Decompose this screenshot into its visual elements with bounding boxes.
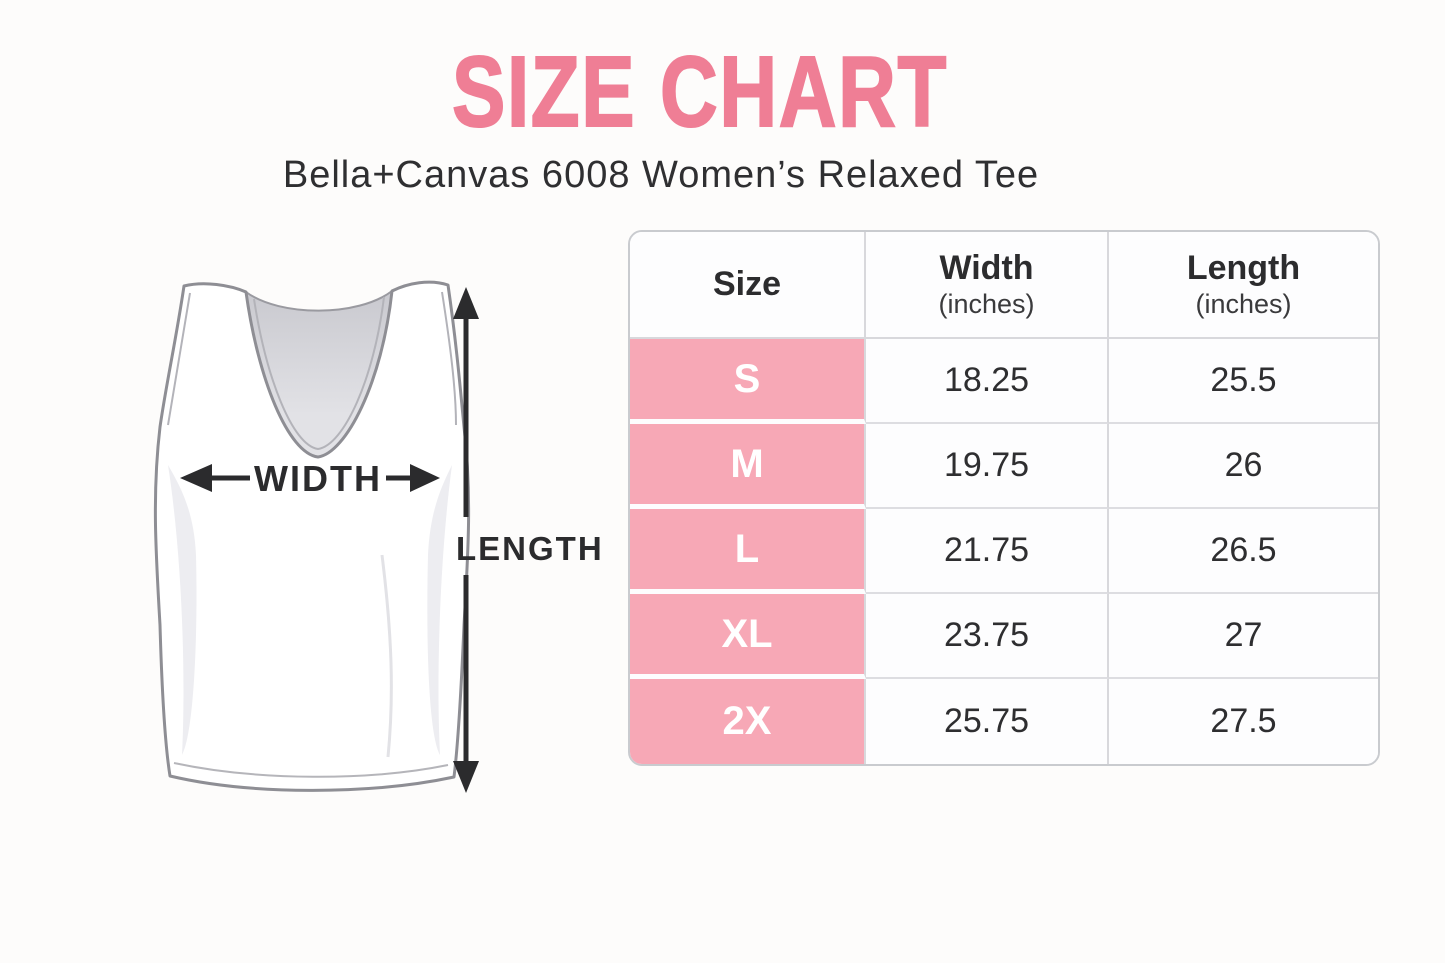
length-measure-label: LENGTH xyxy=(456,530,604,567)
width-cell: 21.75 xyxy=(866,509,1109,594)
header-width-label: Width xyxy=(939,249,1034,288)
size-cell: L xyxy=(630,509,866,594)
fabric-shading-left xyxy=(168,465,197,755)
width-cell: 19.75 xyxy=(866,424,1109,509)
header-length: Length (inches) xyxy=(1109,232,1378,339)
length-cell: 27 xyxy=(1109,594,1378,679)
fabric-crease xyxy=(380,554,393,758)
right-armhole-binding xyxy=(441,291,457,426)
width-cell: 25.75 xyxy=(866,679,1109,764)
table-row: S 18.25 25.5 xyxy=(630,339,1378,424)
neckline-binding xyxy=(253,296,385,451)
header-length-label: Length xyxy=(1186,249,1301,288)
width-cell: 18.25 xyxy=(866,339,1109,424)
left-armhole-binding xyxy=(167,292,191,426)
product-name: Bella+Canvas 6008 Women’s Relaxed Tee xyxy=(282,154,1040,196)
header-width: Width (inches) xyxy=(866,232,1109,339)
header-length-unit: (inches) xyxy=(1195,289,1292,320)
length-cell: 26.5 xyxy=(1109,509,1378,594)
length-cell: 26 xyxy=(1109,424,1378,509)
tank-top-illustration: WIDTH LENGTH xyxy=(153,280,604,793)
length-cell: 27.5 xyxy=(1109,679,1378,764)
header-width-unit: (inches) xyxy=(938,289,1035,320)
size-table: Size Width (inches) Length (inches) S 18… xyxy=(628,230,1380,766)
width-measure-label: WIDTH xyxy=(254,458,382,499)
fabric-shading-right xyxy=(427,465,452,755)
hem-line xyxy=(173,762,449,778)
table-row: L 21.75 26.5 xyxy=(630,509,1378,594)
table-row: 2X 25.75 27.5 xyxy=(630,679,1378,764)
size-cell: XL xyxy=(630,594,866,679)
length-arrow xyxy=(453,287,479,793)
width-arrow xyxy=(180,464,440,492)
width-cell: 23.75 xyxy=(866,594,1109,679)
table-row: M 19.75 26 xyxy=(630,424,1378,509)
length-cell: 25.5 xyxy=(1109,339,1378,424)
header-size: Size xyxy=(630,232,866,339)
size-cell: S xyxy=(630,339,866,424)
table-row: XL 23.75 27 xyxy=(630,594,1378,679)
header-size-label: Size xyxy=(712,264,782,303)
size-cell: M xyxy=(630,424,866,509)
size-table-grid: Size Width (inches) Length (inches) S 18… xyxy=(630,232,1378,764)
size-cell: 2X xyxy=(630,679,866,764)
page-title: SIZE CHART xyxy=(451,36,948,148)
table-header-row: Size Width (inches) Length (inches) xyxy=(630,232,1378,339)
